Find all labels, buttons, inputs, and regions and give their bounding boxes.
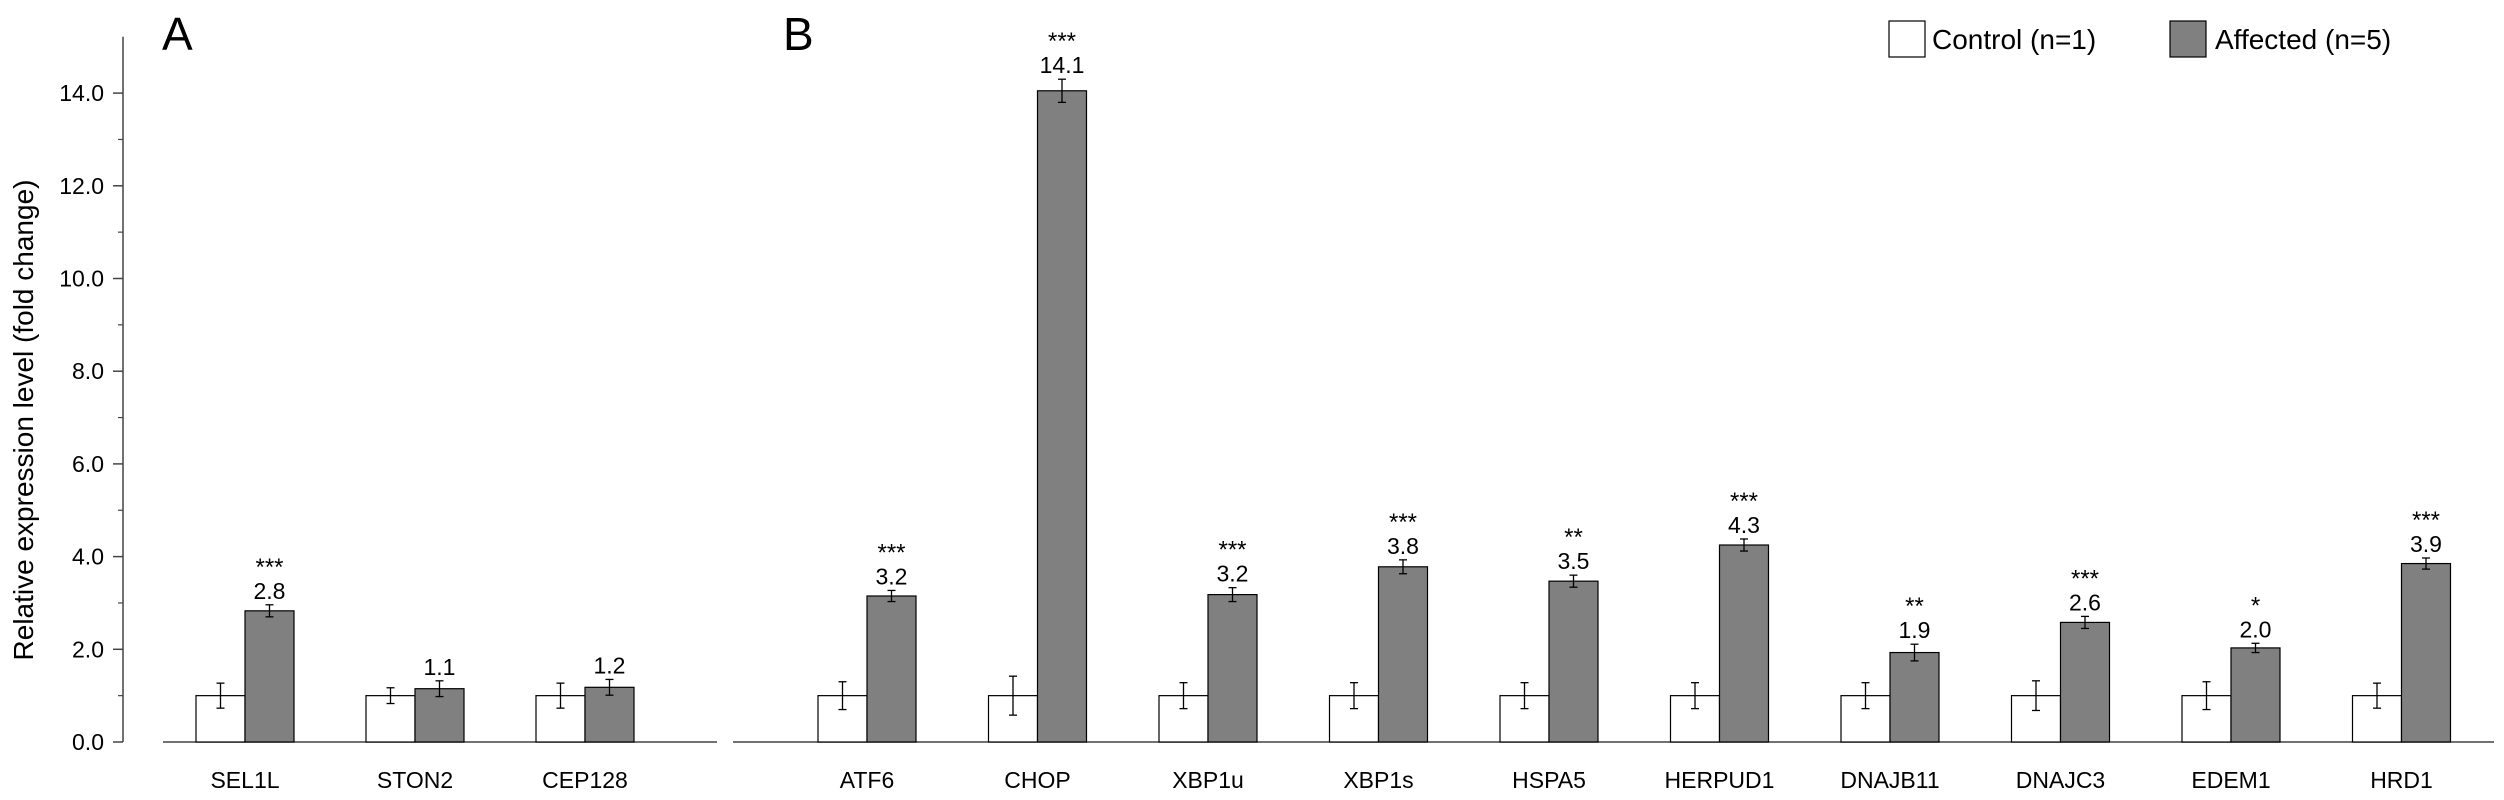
bar-affected [1207,594,1258,743]
error-bar-affected [435,680,444,698]
data-label: 2.6 [2069,589,2101,615]
error-bar-control [1009,675,1017,716]
axes-group [113,36,2494,743]
error-bar-affected [2251,642,2260,654]
error-bar-affected [605,678,614,696]
bar-affected [1548,580,1599,743]
y-tick-label: 6.0 [72,451,104,477]
error-bar-affected [2081,615,2089,630]
panel-label-b: B [783,8,814,60]
y-tick-label: 2.0 [72,636,104,662]
error-bar-control [556,682,565,709]
significance-label: *** [255,554,283,581]
data-label: 1.2 [594,652,626,678]
error-bar-control [2202,681,2211,711]
legend-label-control: Control (n=1) [1932,24,2096,55]
data-label: 3.2 [1217,561,1249,587]
error-bar-control [838,681,847,711]
significance-label: * [2251,592,2260,619]
error-bar-control [1520,682,1529,710]
significance-label: *** [1730,488,1758,515]
y-tick-label: 4.0 [72,544,104,570]
bar-affected [1036,90,1088,743]
error-bar-control [1691,682,1699,710]
significance-label: *** [1389,509,1417,536]
error-bar-affected [1569,574,1578,588]
bar-affected [1718,544,1770,743]
significance-label: ** [1905,593,1924,620]
bar-affected [2400,562,2452,743]
data-label: 14.1 [1040,52,1085,78]
legend: Control (n=1) Affected (n=5) [1888,20,2391,58]
bar-affected [1889,651,1940,743]
x-tick-label: HRD1 [2370,767,2433,793]
y-tick-label: 10.0 [59,266,104,292]
error-bar-control [2032,680,2040,712]
error-bar-affected [1740,538,1748,552]
data-label: 3.9 [2410,531,2442,557]
bar-affected [1377,566,1429,743]
x-tick-label: CHOP [1004,767,1070,793]
x-tick-label: CEP128 [542,767,628,793]
labels-group: 0.02.04.06.08.010.012.014.0SEL1L2.8***ST… [59,28,2442,793]
x-tick-label: XBP1u [1172,767,1244,793]
x-tick-label: ATF6 [840,767,895,793]
error-bar-control [2373,682,2381,709]
significance-label: ** [1564,524,1583,551]
y-tick-label: 0.0 [72,729,104,755]
data-label: 3.2 [876,563,908,589]
significance-label: *** [2071,565,2099,592]
data-label: 1.9 [1899,617,1931,643]
error-bar-control [386,687,395,705]
error-bar-control [1179,682,1188,710]
bar-affected [584,686,635,743]
error-bar-affected [1058,78,1066,104]
legend-swatch-affected [2169,20,2207,58]
error-bar-control [1350,682,1358,710]
data-label: 2.8 [254,578,286,604]
error-bar-control [216,682,225,709]
error-bar-affected [265,604,274,618]
significance-label: *** [2412,507,2440,534]
bars-group [195,78,2452,743]
x-tick-label: STON2 [377,767,453,793]
data-label: 1.1 [424,654,456,680]
data-label: 3.8 [1387,533,1419,559]
x-tick-label: HERPUD1 [1665,767,1775,793]
data-label: 4.3 [1728,512,1760,538]
bar-affected [866,595,917,743]
error-bar-affected [1910,643,1919,662]
x-tick-label: XBP1s [1343,767,1413,793]
x-tick-label: HSPA5 [1512,767,1586,793]
error-bar-affected [1228,587,1237,603]
legend-swatch-control [1888,20,1926,58]
data-label: 2.0 [2240,616,2272,642]
bar-affected [244,610,295,743]
error-bar-affected [1399,559,1407,575]
significance-label: *** [877,539,905,566]
x-tick-label: DNAJB11 [1840,767,1939,793]
y-axis-label: Relative expression level (fold change) [8,180,39,661]
significance-label: *** [1218,537,1246,564]
panel-label-a: A [162,8,193,60]
legend-label-affected: Affected (n=5) [2215,24,2391,55]
error-bar-affected [887,589,896,603]
y-tick-label: 8.0 [72,358,104,384]
error-bar-control [1861,682,1870,710]
data-label: 3.5 [1558,548,1590,574]
x-tick-label: DNAJC3 [2016,767,2105,793]
bar-affected [2230,647,2281,743]
y-tick-label: 14.0 [59,80,104,106]
x-tick-label: SEL1L [210,767,279,793]
error-bar-affected [2422,557,2430,570]
x-tick-label: EDEM1 [2191,767,2270,793]
y-tick-label: 12.0 [59,173,104,199]
significance-label: *** [1048,28,1076,55]
bar-affected [2059,621,2111,743]
